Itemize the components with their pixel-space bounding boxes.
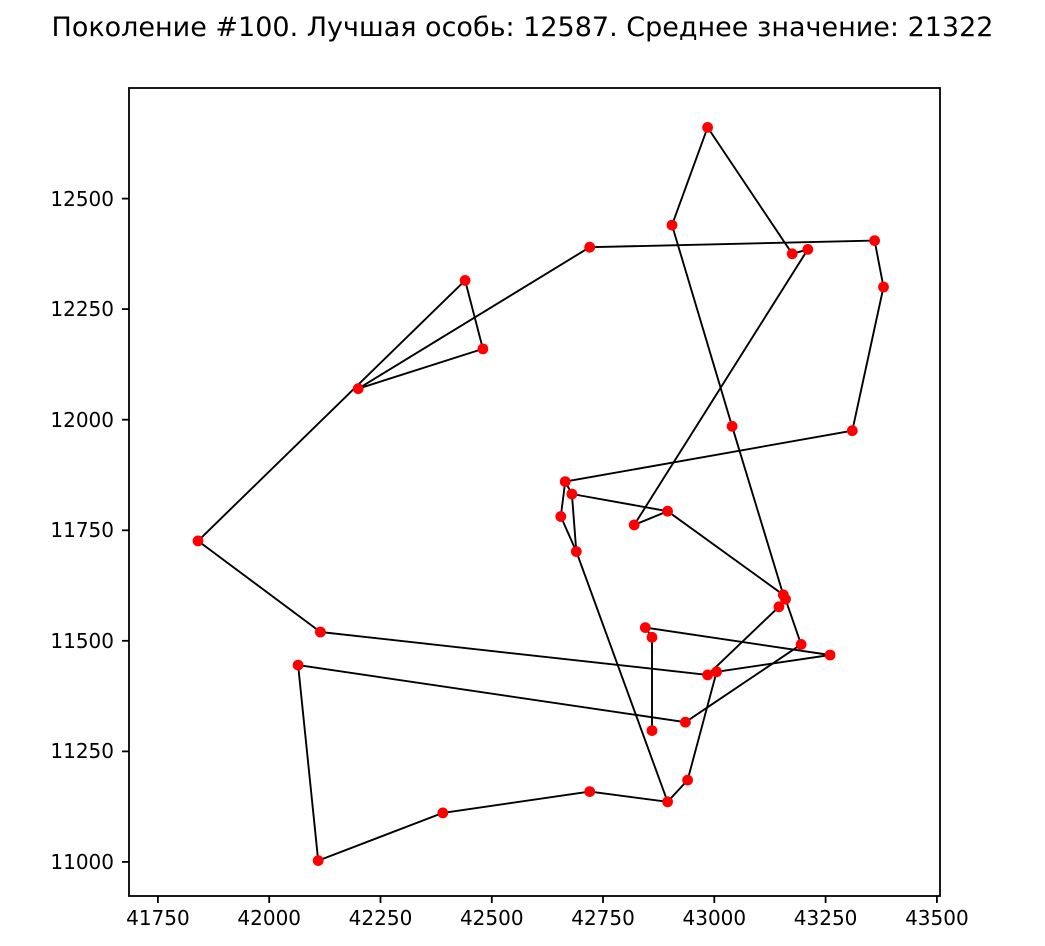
- city-point: [662, 796, 673, 808]
- tour-segment: [297, 665, 320, 861]
- tour-segment: [357, 246, 591, 390]
- tour-segment: [197, 540, 321, 633]
- y-tick-label: 11250: [50, 739, 114, 764]
- city-point: [437, 807, 449, 819]
- axes-spines: [128, 87, 941, 897]
- city-point: [192, 535, 204, 547]
- tour-segment: [784, 598, 802, 645]
- tour-segment: [706, 606, 780, 676]
- tour-segment: [851, 286, 885, 431]
- city-point: [315, 626, 326, 638]
- tour-segment: [589, 239, 875, 249]
- city-point: [292, 659, 304, 671]
- city-point: [682, 774, 693, 786]
- city-point: [878, 281, 889, 293]
- city-point: [680, 716, 691, 728]
- x-tick-label: 42750: [571, 906, 635, 930]
- tour-segment: [706, 126, 793, 255]
- city-point: [459, 275, 471, 286]
- tour-segment: [671, 127, 709, 226]
- tour-segment: [716, 654, 831, 673]
- tour-segment: [571, 493, 668, 513]
- tour-segment: [575, 551, 669, 803]
- tour-segment: [442, 790, 590, 814]
- city-point: [773, 601, 785, 613]
- city-point: [802, 244, 814, 255]
- tour-segment: [320, 631, 708, 676]
- city-point: [628, 519, 640, 531]
- city-point: [555, 511, 567, 522]
- city-point: [352, 383, 364, 395]
- x-tick-label: 43250: [793, 906, 858, 930]
- city-point: [726, 420, 738, 432]
- city-point: [846, 425, 858, 437]
- tour-segment: [589, 790, 668, 803]
- city-point: [584, 786, 596, 797]
- x-tick-label: 42500: [459, 906, 524, 930]
- x-tick-label: 42250: [348, 906, 413, 930]
- tour-segment: [464, 280, 484, 350]
- city-point: [666, 219, 678, 231]
- city-point: [312, 855, 324, 866]
- x-tick-label: 43500: [905, 906, 969, 930]
- tour-segment: [671, 224, 734, 427]
- city-point: [702, 669, 713, 681]
- city-point: [780, 593, 791, 605]
- tour-segment: [684, 643, 802, 723]
- city-point: [711, 666, 722, 678]
- y-tick-label: 11500: [50, 628, 114, 653]
- y-tick-label: 11000: [50, 849, 114, 874]
- city-point: [584, 241, 596, 253]
- tour-segment: [559, 481, 567, 517]
- tour-segment: [357, 347, 484, 390]
- city-point: [570, 546, 582, 557]
- tour-segment: [645, 626, 831, 656]
- tour-segment: [317, 812, 444, 862]
- x-tick-label: 41750: [126, 906, 190, 930]
- city-point: [566, 488, 578, 500]
- city-point: [559, 476, 571, 487]
- city-point: [795, 639, 807, 650]
- tour-segment: [559, 516, 578, 552]
- tour-segment: [686, 671, 718, 781]
- city-point: [824, 649, 836, 661]
- city-point: [786, 248, 798, 260]
- city-point: [702, 122, 713, 133]
- chart-title: Поколение #100. Лучшая особь: 12587. Сре…: [51, 12, 994, 43]
- city-point: [477, 343, 489, 355]
- y-tick-label: 12250: [50, 297, 114, 322]
- y-tick-label: 12500: [50, 186, 114, 211]
- tour-segment: [565, 429, 853, 483]
- x-tick-label: 43000: [682, 906, 747, 930]
- tour-segment: [731, 426, 785, 596]
- tour-segment: [667, 510, 784, 596]
- city-point: [869, 235, 880, 247]
- tour-segment: [570, 493, 578, 552]
- city-point: [646, 631, 658, 643]
- city-point: [646, 725, 658, 736]
- tour-segment: [297, 664, 686, 724]
- tour-segment: [197, 279, 466, 542]
- y-tick-label: 12000: [50, 407, 114, 432]
- tour-segment: [633, 510, 668, 526]
- y-tick-label: 11750: [50, 518, 114, 543]
- x-tick-label: 42000: [237, 906, 302, 930]
- city-point: [639, 622, 651, 633]
- city-point: [662, 505, 673, 517]
- tour-segment: [873, 240, 885, 288]
